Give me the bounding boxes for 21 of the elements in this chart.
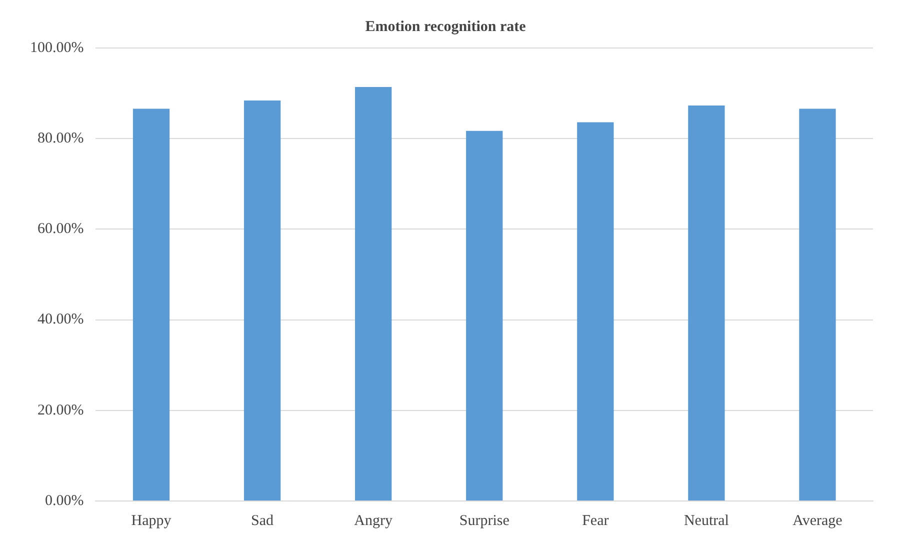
x-tick-label: Surprise [459,512,510,529]
bar [799,108,836,500]
bar [577,122,614,500]
x-tick-label: Fear [582,512,609,529]
bar [466,130,503,500]
bar [132,108,170,500]
x-tick-label: Average [792,512,843,529]
x-tick-label: Happy [131,512,172,529]
x-tick-label: Sad [251,512,274,529]
x-tick-label: Neutral [684,512,729,529]
x-tick-label: Angry [354,512,393,529]
bar [244,100,281,500]
y-tick-label: 80.00% [37,130,84,147]
y-tick-label: 20.00% [37,402,84,418]
bar [688,106,725,500]
chart-title: Emotion recognition rate [365,18,526,35]
y-tick-label: 100.00% [30,40,84,56]
bar [355,86,392,500]
y-tick-label: 0.00% [44,492,84,509]
y-tick-label: 40.00% [37,312,84,328]
y-tick-label: 60.00% [37,221,84,238]
